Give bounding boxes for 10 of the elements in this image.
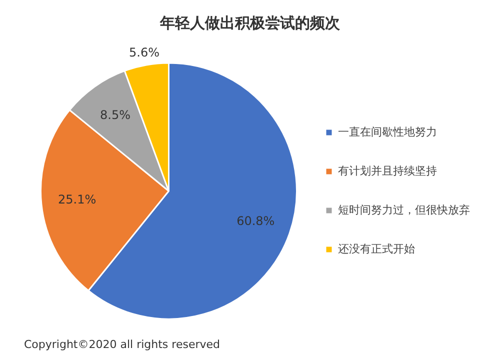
data-label: 60.8% bbox=[236, 214, 275, 228]
chart-title: 年轻人做出积极尝试的频次 bbox=[158, 14, 341, 33]
legend-label: 短时间努力过，但很快放弃 bbox=[338, 203, 470, 216]
text: Copyright©2020 all rights reserved bbox=[24, 338, 220, 351]
legend-label: 还没有正式开始 bbox=[338, 242, 415, 256]
data-label: 5.6% bbox=[128, 45, 160, 60]
data-label: 25.1% bbox=[58, 192, 96, 207]
legend-label: 一直在间歇性地努力 bbox=[338, 125, 437, 138]
data-label: 8.5% bbox=[100, 108, 131, 122]
legend-label: 有计划并且持续坚持 bbox=[338, 164, 437, 178]
